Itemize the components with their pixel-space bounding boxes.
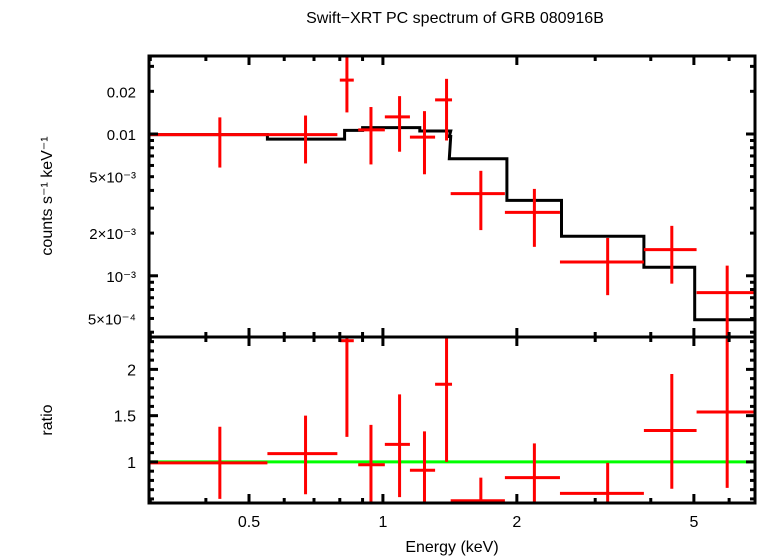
ratio-data-point [149, 426, 268, 499]
y-tick-label: 0.01 [107, 127, 136, 144]
spectrum-data-layer [149, 56, 755, 337]
x-tick-label: 1 [378, 514, 387, 531]
y-tick-label: 10⁻³ [106, 269, 136, 286]
spectrum-data-point [149, 117, 268, 168]
spectrum-panel-frame [147, 54, 757, 339]
ratio-data-point [696, 337, 755, 488]
spectrum-data-point [358, 107, 385, 165]
axis-ticks [148, 56, 755, 503]
plot-frame [147, 54, 757, 505]
ratio-data-point [339, 337, 354, 437]
spectrum-y-axis-label: counts s⁻¹ keV⁻¹ [39, 136, 56, 255]
ratio-data-point [559, 462, 644, 503]
x-tick-label: 5 [689, 514, 698, 531]
spectrum-data-point [559, 237, 644, 296]
ratio-y-tick-label: 1.5 [114, 409, 136, 426]
spectrum-data-point [409, 111, 436, 175]
ratio-data-point [435, 337, 453, 462]
ratio-y-axis-label: ratio [39, 404, 56, 435]
spectrum-data-point [267, 115, 338, 164]
spectrum-data-point [504, 188, 560, 247]
x-axis-label: Energy (keV) [405, 539, 498, 556]
y-tick-label: 2×10⁻³ [89, 226, 136, 243]
x-tick-label: 2 [512, 514, 521, 531]
model-step-line [149, 126, 755, 322]
ratio-y-tick-label: 1 [127, 455, 136, 472]
spectrum-data-point [339, 56, 354, 113]
spectrum-data-point [384, 96, 410, 152]
y-tick-label: 5×10⁻³ [89, 170, 136, 187]
ratio-data-point [450, 477, 505, 503]
y-tick-label: 5×10⁻⁴ [88, 311, 136, 328]
y-tick-label: 0.02 [107, 84, 136, 101]
spectrum-data-point [450, 170, 505, 231]
ratio-data-point [267, 415, 338, 495]
chart-title: Swift−XRT PC spectrum of GRB 080916B [306, 10, 604, 27]
ratio-data-layer [149, 337, 755, 503]
spectrum-data-point [696, 265, 755, 337]
spectrum-data-point [435, 78, 453, 141]
ratio-data-point [643, 374, 697, 489]
x-tick-label: 0.5 [238, 514, 260, 531]
spectrum-data-point [643, 225, 697, 284]
ratio-data-point [504, 443, 560, 503]
ratio-data-point [384, 394, 410, 498]
ratio-panel-frame [147, 335, 757, 505]
tick-labels: 0.5 1 2 5 0.02 0.01 5×10⁻³ 2×10⁻³ 10⁻³ 5×10⁻⁴ 2 1.5… [88, 84, 699, 531]
ratio-data-point [358, 424, 385, 503]
ratio-data-point [409, 431, 436, 503]
ratio-y-tick-label: 2 [127, 362, 136, 379]
